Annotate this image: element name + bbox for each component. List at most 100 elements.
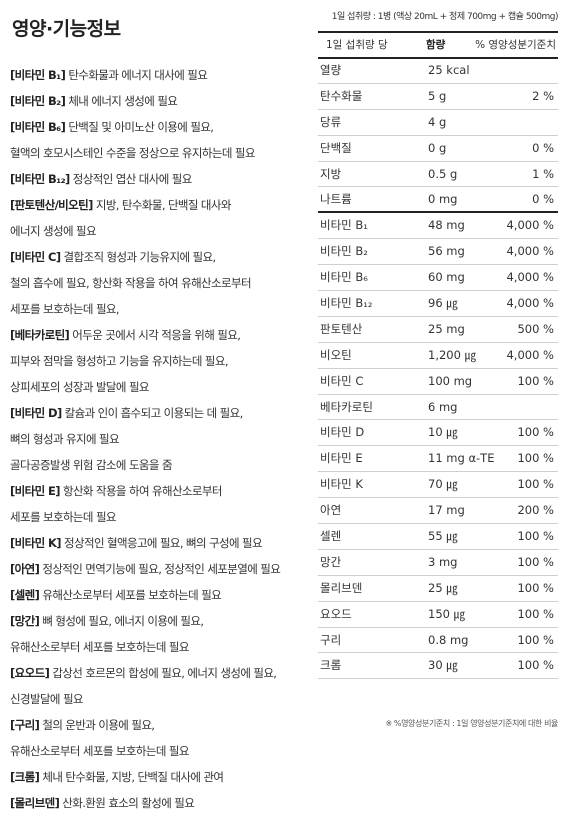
- function-text: 유해산소로부터 세포를 보호하는데 필요: [10, 744, 189, 758]
- function-line: [망간] 뼈 형성에 필요, 에너지 이용에 필요,: [10, 608, 310, 634]
- nutrient-amount: 56 mg: [428, 244, 465, 259]
- nutrient-name: 크롬: [320, 658, 342, 673]
- nutrient-dv: 100 %: [517, 373, 554, 388]
- function-line: 유해산소로부터 세포를 보호하는데 필요: [10, 634, 310, 660]
- function-tag: [아연]: [10, 562, 40, 576]
- function-line: [비타민 B₆] 단백질 및 아미노산 이용에 필요,: [10, 114, 310, 140]
- table-row: 구리 0.8 mg 100 %: [318, 628, 558, 654]
- nutrient-dv: 100 %: [517, 529, 554, 544]
- page-title: 영양·기능정보: [12, 18, 121, 40]
- table-row: 비타민 B₁ 48 mg 4,000 %: [318, 213, 558, 240]
- nutrient-dv: 100 %: [517, 580, 554, 595]
- function-tag: [베타카로틴]: [10, 328, 70, 342]
- function-text: 결합조직 형성과 기능유지에 필요,: [60, 250, 217, 264]
- nutrient-name: 비타민 B₁₂: [320, 296, 373, 311]
- function-line: 신경발달에 필요: [10, 686, 310, 712]
- function-line: [비타민 K] 정상적인 혈액응고에 필요, 뼈의 구성에 필요: [10, 530, 310, 556]
- nutrient-amount: 150 ㎍: [428, 606, 466, 621]
- function-text: 체내 탄수화물, 지방, 단백질 대사에 관여: [39, 770, 224, 784]
- function-text: 세포를 보호하는데 필요: [10, 510, 117, 524]
- function-info-list: [비타민 B₁] 탄수화물과 에너지 대사에 필요 [비타민 B₂] 체내 에너지…: [10, 62, 310, 816]
- function-tag: [몰리브덴]: [10, 796, 60, 810]
- function-line: 혈액의 호모시스테인 수준을 정상으로 유지하는데 필요: [10, 140, 310, 166]
- nutrient-name: 요오드: [320, 606, 352, 621]
- table-row: 요오드 150 ㎍ 100 %: [318, 602, 558, 628]
- nutrient-dv: 2 %: [532, 88, 554, 103]
- function-line: [판토텐산/비오틴] 지방, 탄수화물, 단백질 대사와: [10, 192, 310, 218]
- table-row: 판토텐산 25 mg 500 %: [318, 317, 558, 343]
- function-tag: [비타민 B₂]: [10, 94, 66, 108]
- table-row: 비타민 C 100 mg 100 %: [318, 369, 558, 395]
- nutrient-amount: 0 mg: [428, 192, 458, 207]
- nutrient-dv: 4,000 %: [506, 347, 554, 362]
- function-line: [요오드] 갑상선 호르몬의 합성에 필요, 에너지 생성에 필요,: [10, 660, 310, 686]
- table-row: 몰리브덴 25 ㎍ 100 %: [318, 576, 558, 602]
- function-line: [셀렌] 유해산소로부터 세포를 보호하는데 필요: [10, 582, 310, 608]
- table-row: 열량 25 kcal: [318, 58, 558, 84]
- nutrient-amount: 25 mg: [428, 321, 465, 336]
- table-row: 탄수화물 5 g 2 %: [318, 84, 558, 110]
- function-tag: [비타민 E]: [10, 484, 61, 498]
- table-row: 셀렌 55 ㎍ 100 %: [318, 524, 558, 550]
- nutrient-amount: 11 mg α-TE: [428, 451, 495, 466]
- function-tag: [비타민 B₆]: [10, 120, 66, 134]
- table-row: 베타카로틴 6 mg: [318, 395, 558, 421]
- function-tag: [망간]: [10, 614, 40, 628]
- function-text: 항산화 작용을 하여 유해산소로부터: [59, 484, 222, 498]
- function-text: 혈액의 호모시스테인 수준을 정상으로 유지하는데 필요: [10, 146, 255, 160]
- nutrient-name: 비타민 K: [320, 477, 363, 492]
- function-text: 철의 운반과 이용에 필요,: [39, 718, 155, 732]
- nutrient-name: 당류: [320, 114, 342, 129]
- function-text: 탄수화물과 에너지 대사에 필요: [65, 68, 208, 82]
- nutrient-name: 단백질: [320, 140, 352, 155]
- function-line: 상피세포의 성장과 발달에 필요: [10, 374, 310, 400]
- nutrient-name: 비타민 C: [320, 373, 364, 388]
- nutrient-dv: 100 %: [517, 632, 554, 647]
- header-serving-size: 1일 섭취량 당: [326, 39, 388, 51]
- function-text: 유해산소로부터 세포를 보호하는데 필요: [39, 588, 222, 602]
- function-line: [비타민 C] 결합조직 형성과 기능유지에 필요,: [10, 244, 310, 270]
- nutrient-amount: 4 g: [428, 114, 447, 129]
- function-text: 지방, 탄수화물, 단백질 대사와: [92, 198, 232, 212]
- nutrient-name: 비타민 E: [320, 451, 363, 466]
- nutrient-dv: 4,000 %: [506, 218, 554, 233]
- function-tag: [비타민 B₁]: [10, 68, 66, 82]
- nutrient-amount: 0.8 mg: [428, 632, 469, 647]
- function-text: 정상적인 혈액응고에 필요, 뼈의 구성에 필요: [60, 536, 263, 550]
- function-text: 갑상선 호르몬의 합성에 필요, 에너지 생성에 필요,: [49, 666, 277, 680]
- function-line: 세포를 보호하는데 필요,: [10, 296, 310, 322]
- nutrient-amount: 6 mg: [428, 399, 458, 414]
- table-row: 비오틴 1,200 ㎍ 4,000 %: [318, 343, 558, 369]
- footnote: ※ %영양성분기준치 : 1일 영양성분기준치에 대한 비율: [385, 719, 558, 728]
- function-tag: [비타민 B₁₂]: [10, 172, 70, 186]
- table-row: 단백질 0 g 0 %: [318, 136, 558, 162]
- nutrient-amount: 55 ㎍: [428, 529, 458, 544]
- header-dv: % 영양성분기준치: [475, 39, 556, 51]
- function-text: 정상적인 엽산 대사에 필요: [69, 172, 193, 186]
- nutrient-amount: 60 mg: [428, 270, 465, 285]
- nutrient-name: 비오틴: [320, 347, 352, 362]
- nutrient-dv: 100 %: [517, 477, 554, 492]
- nutrient-dv: 4,000 %: [506, 244, 554, 259]
- function-line: 피부와 점막을 형성하고 기능을 유지하는데 필요,: [10, 348, 310, 374]
- function-tag: [비타민 K]: [10, 536, 62, 550]
- function-line: [아연] 정상적인 면역기능에 필요, 정상적인 세포분열에 필요: [10, 556, 310, 582]
- nutrient-amount: 10 ㎍: [428, 425, 458, 440]
- nutrient-amount: 17 mg: [428, 503, 465, 518]
- nutrient-name: 베타카로틴: [320, 399, 373, 414]
- table-row: 비타민 B₂ 56 mg 4,000 %: [318, 239, 558, 266]
- nutrient-name: 망간: [320, 554, 342, 569]
- serving-info: 1일 섭취량 : 1병 (액상 20mL + 정제 700mg + 캡슐 500…: [331, 12, 559, 22]
- table-row: 크롬 30 ㎍ 100 %: [318, 653, 558, 680]
- table-row: 망간 3 mg 100 %: [318, 550, 558, 576]
- function-text: 칼슘과 인이 흡수되고 이용되는 데 필요,: [61, 406, 244, 420]
- nutrient-dv: 200 %: [517, 503, 554, 518]
- function-text: 정상적인 면역기능에 필요, 정상적인 세포분열에 필요: [39, 562, 281, 576]
- function-line: [구리] 철의 운반과 이용에 필요,: [10, 712, 310, 738]
- table-row: 비타민 D 10 ㎍ 100 %: [318, 420, 558, 447]
- function-line: 뼈의 형성과 유지에 필요: [10, 426, 310, 452]
- nutrient-amount: 96 ㎍: [428, 296, 458, 311]
- nutrient-name: 셀렌: [320, 529, 342, 544]
- nutrient-dv: 100 %: [517, 606, 554, 621]
- nutrient-dv: 4,000 %: [506, 270, 554, 285]
